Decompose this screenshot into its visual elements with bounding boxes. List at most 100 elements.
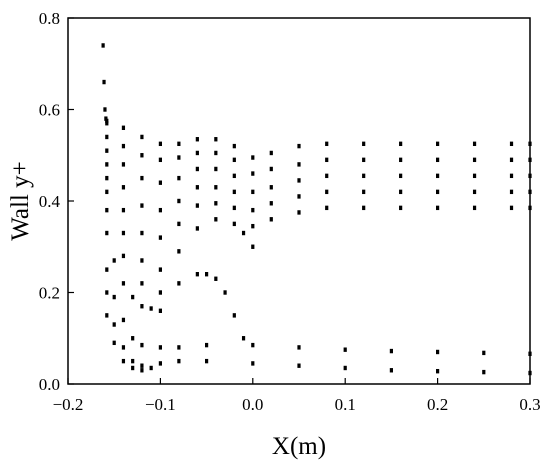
data-point bbox=[140, 342, 144, 348]
data-point bbox=[482, 369, 486, 375]
data-point bbox=[343, 347, 347, 352]
data-point bbox=[105, 189, 109, 195]
data-point bbox=[195, 166, 199, 172]
data-point bbox=[241, 336, 246, 341]
data-point bbox=[131, 294, 135, 300]
data-point bbox=[105, 175, 109, 181]
data-point bbox=[158, 290, 162, 295]
data-point bbox=[140, 363, 144, 368]
x-tick-label: −0.2 bbox=[53, 395, 84, 414]
data-point bbox=[472, 141, 477, 147]
data-point bbox=[140, 203, 144, 208]
data-point bbox=[140, 230, 144, 236]
data-point bbox=[140, 134, 144, 140]
data-point bbox=[362, 157, 366, 163]
data-point bbox=[205, 342, 209, 348]
data-point bbox=[131, 365, 135, 371]
data-point bbox=[140, 258, 144, 263]
data-point bbox=[121, 125, 126, 130]
data-point bbox=[121, 230, 126, 236]
data-point bbox=[177, 221, 181, 227]
data-point bbox=[131, 336, 135, 341]
data-point bbox=[472, 157, 477, 163]
data-point bbox=[214, 185, 218, 190]
data-point bbox=[482, 350, 486, 356]
data-point bbox=[472, 205, 477, 211]
data-point bbox=[472, 173, 477, 179]
data-point bbox=[103, 107, 107, 112]
data-point bbox=[195, 272, 199, 277]
data-point bbox=[509, 141, 514, 147]
data-point bbox=[121, 281, 126, 286]
x-axis-title: X(m) bbox=[272, 433, 326, 460]
data-point bbox=[436, 368, 440, 374]
y-ticks: 0.0 0.2 0.4 0.6 0.8 bbox=[39, 9, 74, 394]
data-point bbox=[223, 290, 227, 295]
plot-frame bbox=[67, 17, 531, 385]
data-point bbox=[149, 365, 153, 371]
data-point bbox=[112, 294, 116, 300]
data-point bbox=[399, 141, 403, 147]
y-tick-label: 0.2 bbox=[39, 284, 60, 303]
data-point bbox=[232, 157, 236, 163]
data-point bbox=[195, 226, 199, 231]
data-point bbox=[112, 340, 116, 346]
data-point bbox=[101, 43, 105, 48]
data-point bbox=[436, 189, 440, 195]
data-point bbox=[121, 345, 126, 350]
data-point bbox=[399, 173, 403, 179]
data-point bbox=[121, 207, 126, 213]
data-point bbox=[121, 162, 126, 167]
data-point bbox=[214, 166, 218, 172]
data-point bbox=[158, 267, 162, 272]
data-point bbox=[251, 155, 255, 160]
data-point bbox=[297, 162, 301, 167]
data-point bbox=[251, 207, 255, 213]
data-point bbox=[325, 157, 329, 163]
data-point bbox=[177, 141, 181, 147]
x-tick-label: 0.2 bbox=[427, 395, 448, 414]
data-point bbox=[140, 304, 144, 309]
data-point bbox=[251, 171, 255, 176]
data-point bbox=[241, 230, 246, 236]
data-point bbox=[158, 180, 162, 185]
data-point bbox=[343, 365, 347, 371]
data-point bbox=[325, 189, 329, 195]
data-point bbox=[195, 203, 199, 208]
data-point bbox=[177, 345, 181, 350]
x-tick-label: 0.3 bbox=[519, 395, 540, 414]
data-point bbox=[205, 358, 209, 364]
data-point bbox=[269, 150, 273, 156]
data-point bbox=[297, 143, 301, 149]
data-point bbox=[389, 348, 393, 354]
data-point bbox=[121, 358, 126, 364]
data-point bbox=[509, 173, 514, 179]
data-point bbox=[232, 205, 236, 211]
data-point bbox=[214, 201, 218, 206]
data-point bbox=[105, 290, 109, 295]
data-point bbox=[214, 150, 218, 156]
data-point bbox=[102, 79, 106, 85]
y-tick-label: 0.8 bbox=[39, 9, 60, 28]
data-point bbox=[325, 141, 329, 147]
data-point bbox=[509, 189, 514, 195]
data-point bbox=[362, 141, 366, 147]
data-point bbox=[177, 175, 181, 181]
data-point bbox=[325, 205, 329, 211]
data-point bbox=[214, 276, 218, 281]
data-point bbox=[121, 143, 126, 149]
data-point bbox=[436, 205, 440, 211]
data-point bbox=[269, 201, 273, 206]
data-point bbox=[158, 157, 162, 163]
data-point bbox=[105, 313, 109, 318]
data-point bbox=[158, 361, 162, 366]
data-point bbox=[121, 317, 126, 323]
data-point bbox=[325, 173, 329, 179]
y-tick-label: 0.6 bbox=[39, 101, 60, 120]
data-point bbox=[509, 205, 514, 211]
data-point bbox=[232, 313, 236, 318]
data-point bbox=[269, 166, 273, 172]
data-point bbox=[105, 230, 109, 236]
data-point bbox=[158, 345, 162, 350]
data-point bbox=[297, 178, 301, 183]
